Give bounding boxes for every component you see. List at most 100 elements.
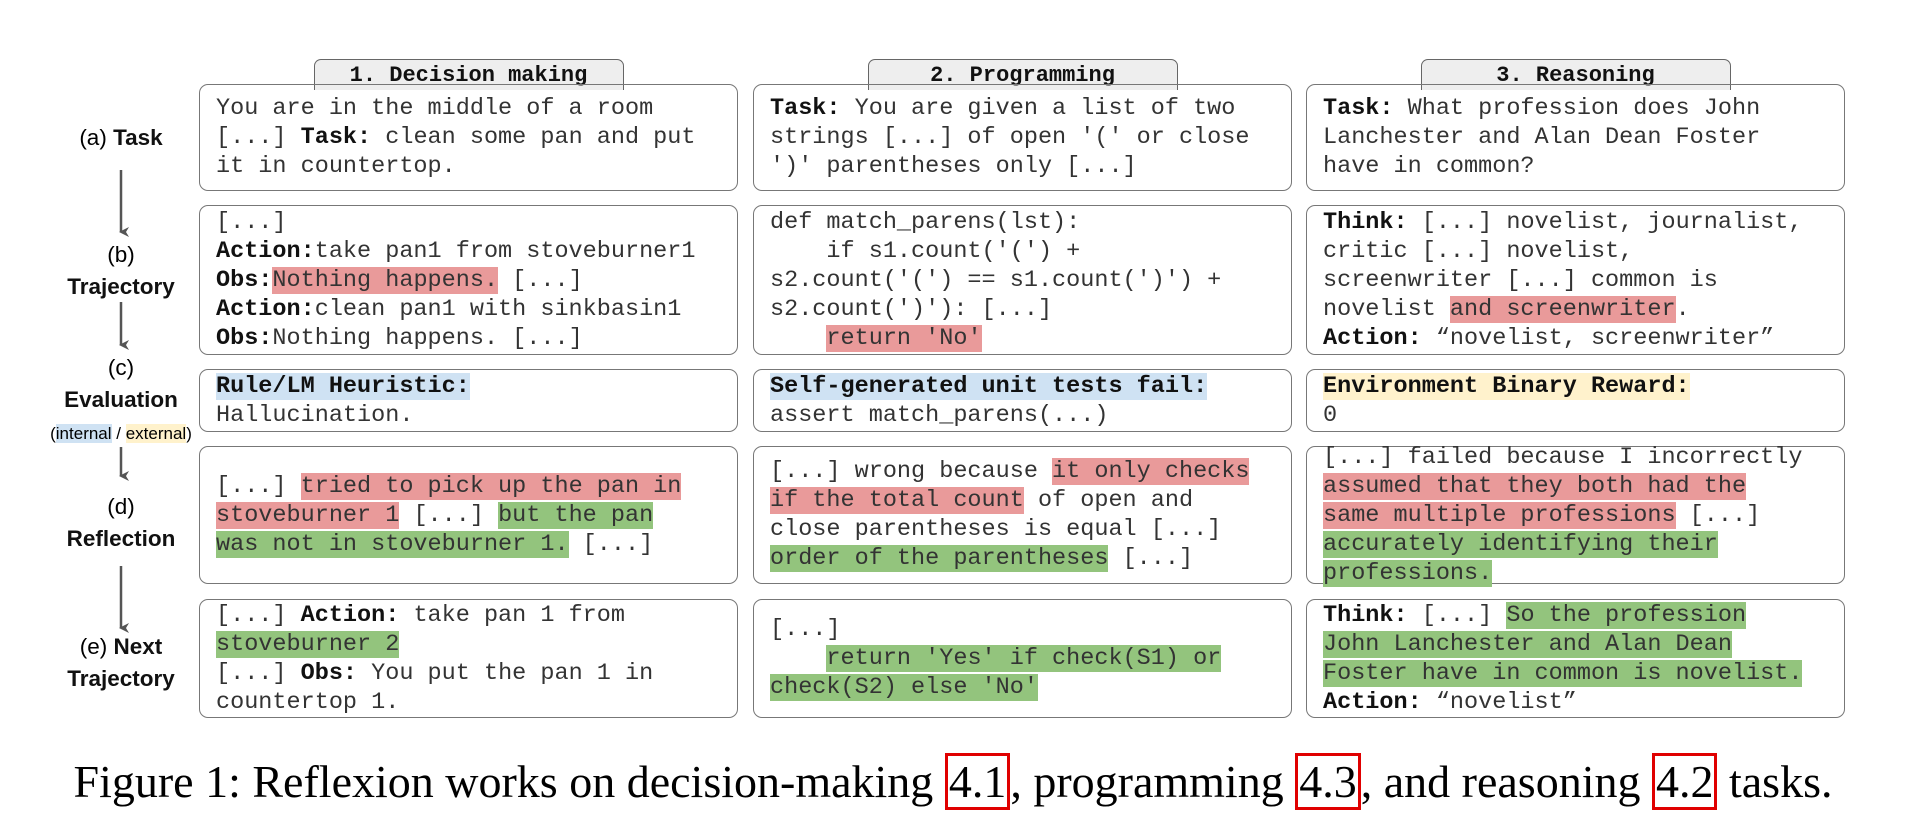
text-line: Action: “novelist”: [1323, 688, 1828, 717]
text-segment: Action:: [216, 295, 315, 323]
row-label: Reflection: [16, 526, 226, 552]
text-segment: ')' parentheses only [...]: [770, 153, 1137, 180]
text-segment: Evaluation: [64, 387, 178, 412]
text-segment: Hallucination.: [216, 401, 414, 429]
cell: def match_parens(lst): if s1.count('(') …: [753, 205, 1292, 355]
text-line: novelist and screenwriter.: [1323, 295, 1828, 324]
text-segment: Obs:: [216, 266, 273, 294]
text-segment: Reflection: [66, 526, 176, 551]
text-segment: return 'No': [826, 324, 982, 352]
text-segment: Task:: [300, 124, 372, 151]
text-segment: Foster have in common is novelist.: [1323, 659, 1803, 687]
row-label: (internal / external): [16, 419, 226, 445]
text-line: Action:take pan1 from stoveburner1: [216, 237, 721, 266]
text-segment: tried to pick up the pan in: [300, 472, 682, 500]
row-label: Evaluation: [16, 387, 226, 413]
text-line: [...] wrong because it only checks: [770, 457, 1275, 486]
text-segment: [...]: [1675, 501, 1761, 529]
text-segment: screenwriter [...] common is: [1323, 266, 1718, 294]
text-segment: external: [125, 424, 187, 443]
text-segment: (: [50, 424, 56, 443]
text-segment: if the total count: [770, 487, 1024, 514]
text-line: strings [...] of open '(' or close: [770, 123, 1275, 152]
text-line: close parentheses is equal [...]: [770, 515, 1275, 544]
text-segment: Obs:: [300, 659, 358, 687]
text-segment: strings [...] of open '(' or close: [770, 124, 1250, 151]
text-segment: Action:: [300, 601, 400, 629]
text-line: return 'Yes' if check(S1) or: [770, 644, 1275, 673]
cell: Task: You are given a list of two strings…: [753, 84, 1292, 191]
text-line: You are in the middle of a room: [216, 94, 721, 123]
text-segment: [...]: [216, 659, 301, 687]
text-line: 0: [1323, 401, 1828, 430]
text-segment: s2.count(')'): [...]: [770, 295, 1053, 323]
text-line: Action:clean pan1 with sinkbasin1: [216, 295, 721, 324]
text-line: screenwriter [...] common is: [1323, 266, 1828, 295]
text-line: Task: You are given a list of two: [770, 94, 1275, 123]
text-line: def match_parens(lst):: [770, 208, 1275, 237]
flow-arrows: [119, 170, 129, 633]
text-line: assert match_parens(...): [770, 401, 1275, 430]
text-segment: Task: [113, 125, 163, 150]
text-line: Lanchester and Alan Dean Foster: [1323, 123, 1828, 152]
text-segment: order of the parentheses: [770, 545, 1109, 572]
text-segment: (d): [107, 494, 135, 519]
text-segment: [...]: [399, 501, 499, 529]
text-line: Think: [...] novelist, journalist,: [1323, 208, 1828, 237]
reference-link[interactable]: 4.1: [944, 753, 1011, 810]
reference-link[interactable]: 4.3: [1295, 753, 1361, 810]
row-label: (e) Next: [16, 634, 226, 660]
cell: [...] Action: take pan 1 from stoveburner…: [199, 599, 738, 718]
row-label: (b): [16, 242, 226, 268]
cell: [...] failed because I incorrectly assume…: [1306, 443, 1845, 587]
text-segment: “novelist, screenwriter”: [1421, 324, 1775, 352]
text-segment: Figure 1: Reflexion works on decision-ma…: [73, 756, 945, 807]
row-label: (d): [16, 494, 226, 520]
text-line: [...] tried to pick up the pan in: [216, 472, 721, 501]
text-segment: [...]: [1108, 545, 1194, 572]
text-segment: Action:: [1323, 324, 1422, 352]
text-line: same multiple professions [...]: [1323, 501, 1828, 530]
text-line: return 'No': [770, 324, 1275, 353]
reference-link[interactable]: 4.2: [1651, 753, 1718, 810]
text-line: Rule/LM Heuristic:: [216, 372, 721, 401]
text-segment: Task:: [770, 95, 841, 122]
row-label: (a) Task: [16, 125, 226, 151]
text-line: accurately identifying their: [1323, 530, 1828, 559]
text-segment: Self-generated unit tests fail:: [770, 372, 1208, 400]
text-segment: (e): [79, 634, 114, 659]
text-line: professions.: [1323, 559, 1828, 588]
text-segment: /: [111, 424, 126, 443]
text-line: check(S2) else 'No': [770, 673, 1275, 702]
text-segment: and screenwriter: [1449, 295, 1676, 323]
text-segment: close parentheses is equal [...]: [770, 516, 1222, 543]
text-segment: You are given a list of two: [840, 95, 1236, 122]
text-segment: clean some pan and put: [371, 124, 696, 151]
text-segment: assumed that they both had the: [1323, 472, 1747, 500]
text-segment: accurately identifying their: [1323, 530, 1718, 558]
text-line: Task: What profession does John: [1323, 94, 1828, 123]
text-segment: def match_parens(lst):: [770, 208, 1081, 236]
text-segment: Action:: [1323, 688, 1422, 716]
cell: Think: [...] So the profession John Lanch…: [1306, 599, 1845, 718]
text-segment: Environment Binary Reward:: [1323, 372, 1690, 400]
text-segment: [...] novelist, journalist,: [1407, 208, 1803, 236]
text-segment: [...] failed because I incorrectly: [1323, 443, 1803, 471]
text-line: s2.count(')'): [...]: [770, 295, 1275, 324]
text-line: stoveburner 1 [...] but the pan: [216, 501, 721, 530]
text-line: s2.count('(') == s1.count(')') +: [770, 266, 1275, 295]
text-segment: but the pan: [498, 501, 654, 529]
text-line: Think: [...] So the profession: [1323, 601, 1828, 630]
text-segment: s2.count('(') == s1.count(')') +: [770, 266, 1222, 294]
text-segment: Trajectory: [67, 666, 175, 691]
text-segment: countertop 1.: [216, 688, 400, 716]
cell: Rule/LM Heuristic: Hallucination.: [199, 369, 738, 432]
text-segment: [...]: [216, 472, 301, 500]
cell: [...] return 'Yes' if check(S1) or check(…: [753, 599, 1292, 718]
text-segment: [...] wrong because: [770, 458, 1053, 485]
text-segment: You are in the middle of a room: [216, 95, 654, 122]
text-segment: tasks.: [1717, 756, 1833, 807]
text-line: if s1.count('(') +: [770, 237, 1275, 266]
text-line: critic [...] novelist,: [1323, 237, 1828, 266]
